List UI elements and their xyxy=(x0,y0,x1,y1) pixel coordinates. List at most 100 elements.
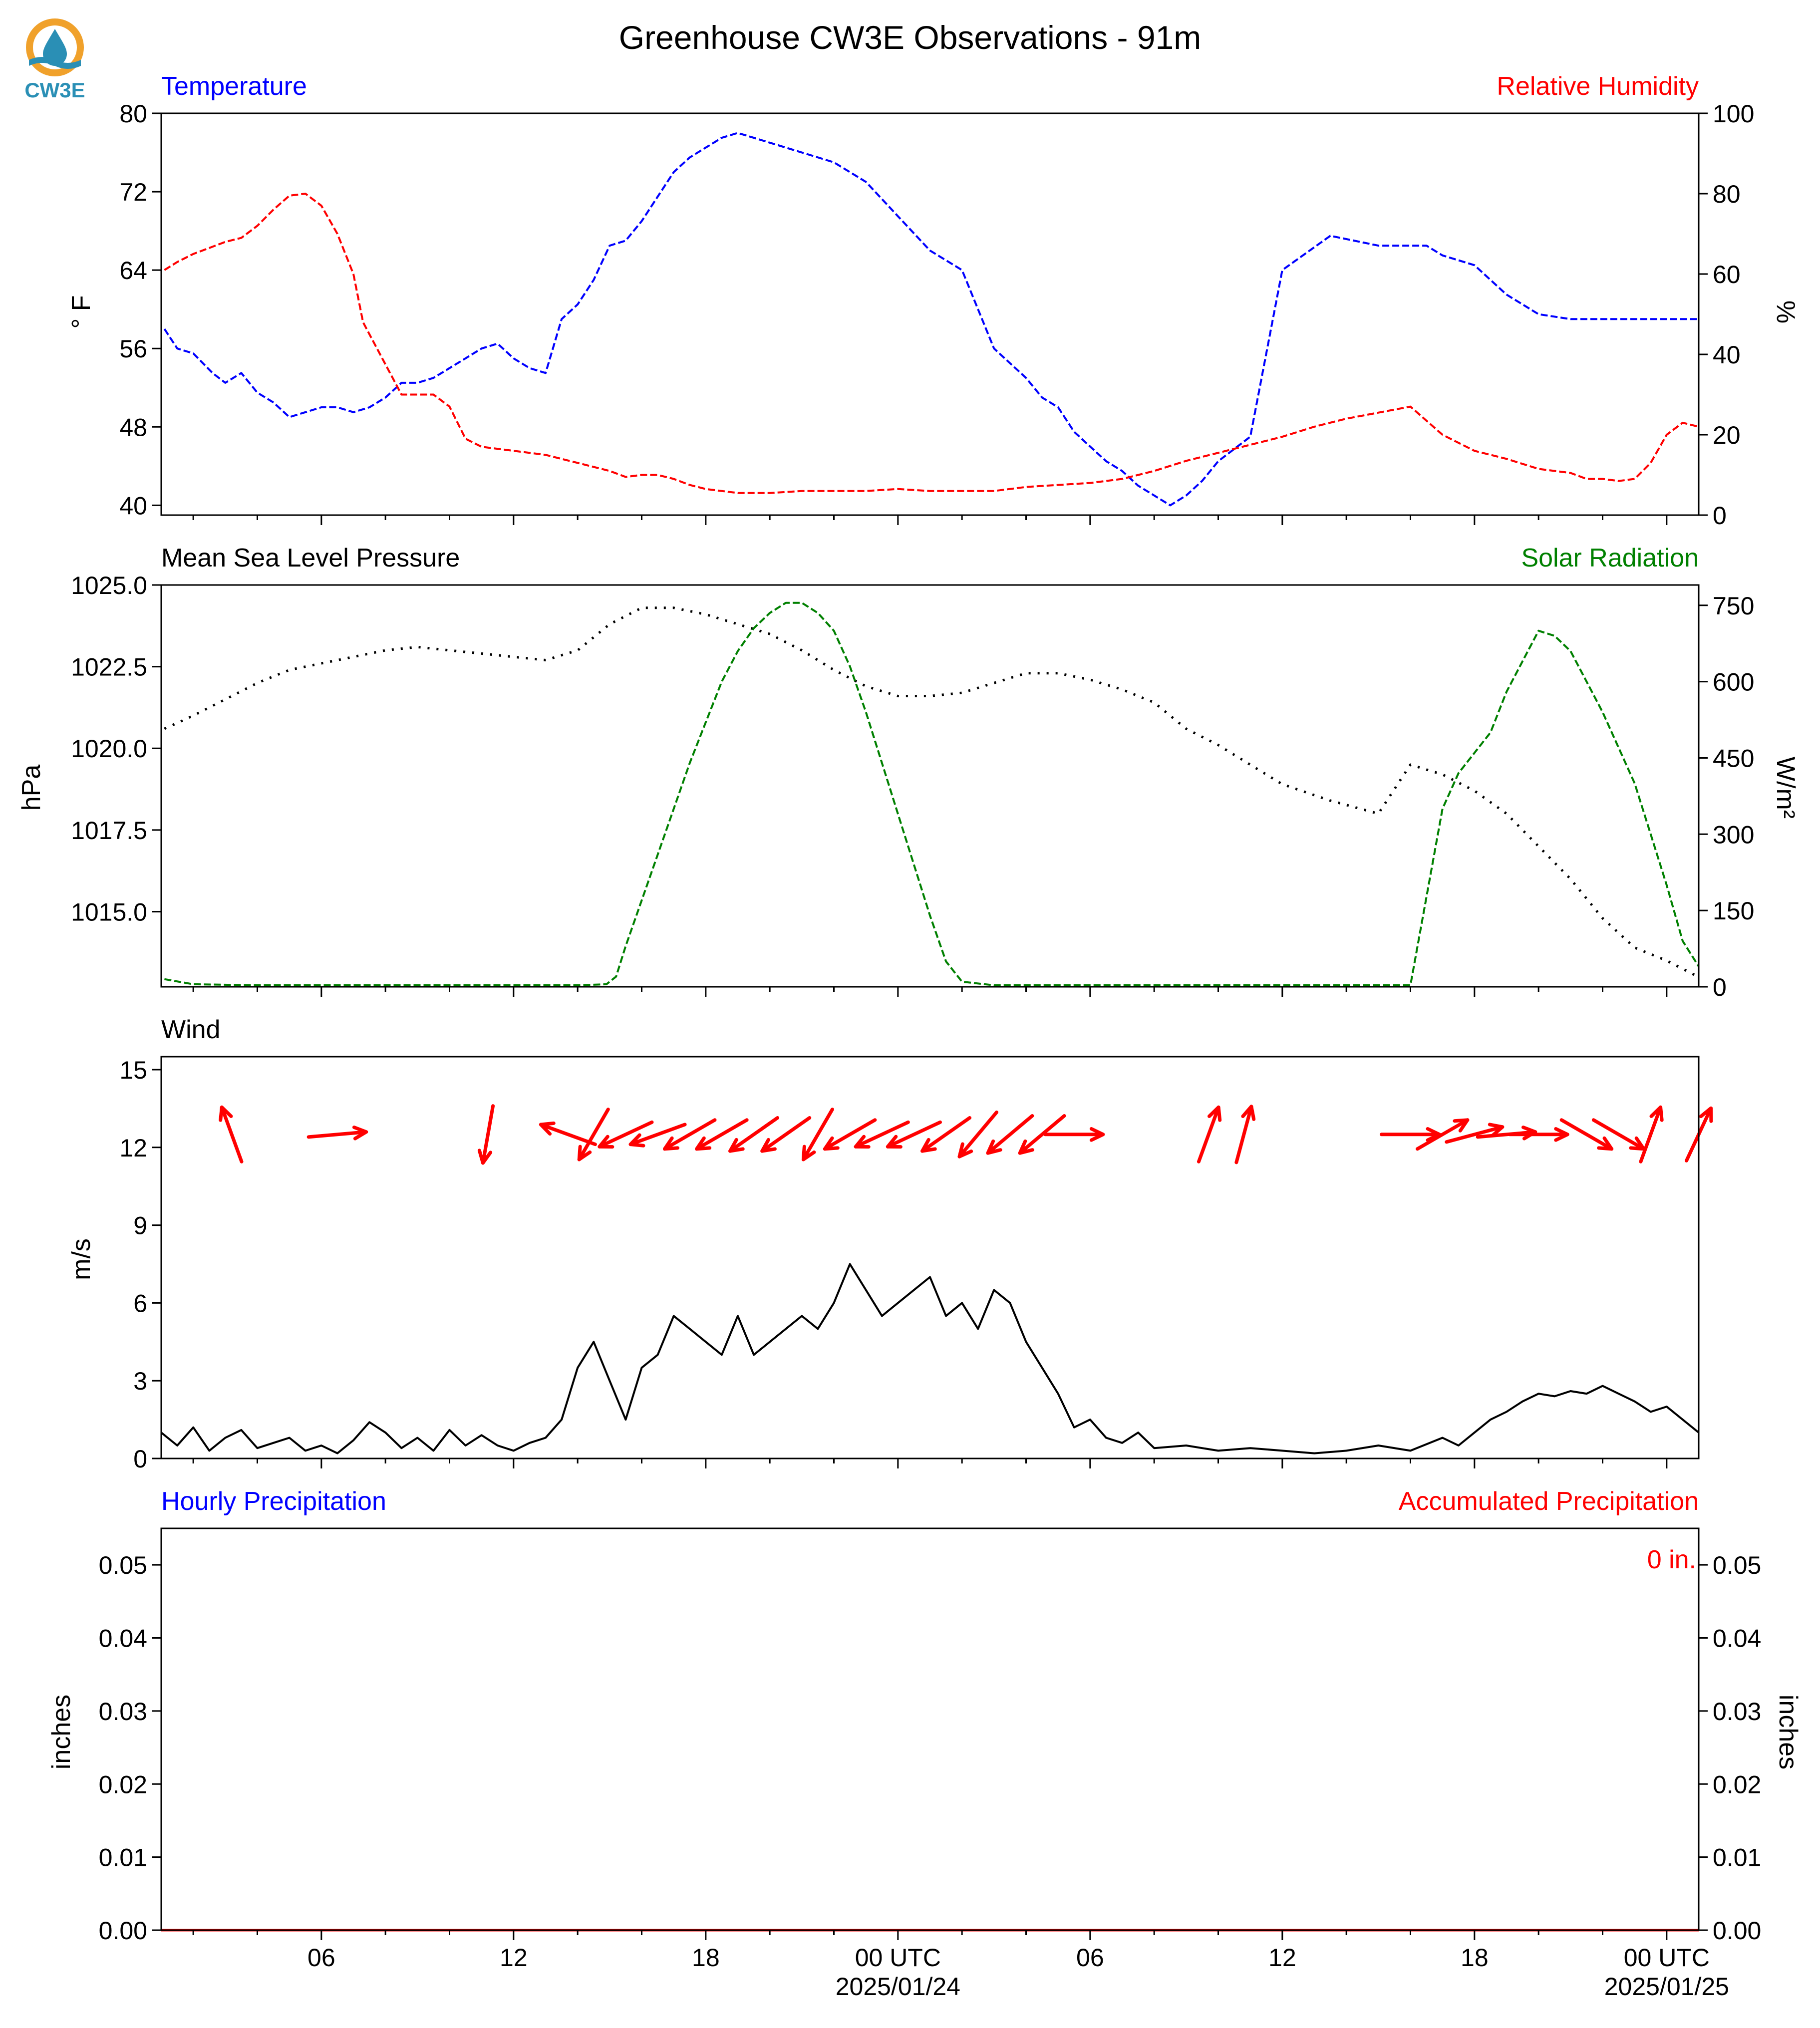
wind-arrow-head xyxy=(219,1105,233,1122)
wind-arrow-head xyxy=(823,1136,840,1151)
wind-arrow-shaft xyxy=(628,1123,687,1147)
x-ticks xyxy=(192,1458,1668,1468)
plot-area-border xyxy=(160,1056,1700,1459)
y-tick-label-left: 0.03 xyxy=(99,1698,147,1726)
wind-arrow-shaft xyxy=(1415,1118,1470,1151)
y-axis-label-left: ° F xyxy=(67,295,96,328)
y-tick-label-right: 0.03 xyxy=(1713,1698,1761,1726)
wind-arrow-head xyxy=(1089,1127,1105,1142)
x-tick-label: 06 xyxy=(1076,1944,1104,1972)
wind-arrow-shaft xyxy=(728,1116,780,1153)
wind-arrow-shaft xyxy=(1197,1105,1220,1163)
wind-arrow-shaft xyxy=(920,1116,972,1153)
y-tick-label-left: 56 xyxy=(119,335,147,363)
y-tick-label-left: 64 xyxy=(119,257,147,285)
wind-arrow-head xyxy=(1699,1106,1713,1123)
y-tick-label-left: 0.01 xyxy=(99,1844,147,1872)
panel-wind: Wind m/s 0 3 6 9 12 15 xyxy=(67,1015,1713,1473)
y-tick-label-left: 1015.0 xyxy=(71,898,147,926)
wind-arrow-head xyxy=(539,1121,556,1136)
x-ticks xyxy=(192,515,1668,525)
wind-arrow-shaft xyxy=(986,1114,1034,1155)
y-axis-label-left: inches xyxy=(47,1695,76,1769)
wind-arrow-shaft xyxy=(598,1120,654,1149)
wind-arrow-shaft xyxy=(481,1104,495,1165)
wind-arrow-head xyxy=(577,1145,592,1161)
y-tick-label-right: 20 xyxy=(1713,421,1741,449)
panel-pressure-solar: Mean Sea Level Pressure Solar Radiation … xyxy=(17,544,1800,1001)
y-tick-label-left: 48 xyxy=(119,413,147,441)
wind-arrow-shaft xyxy=(220,1105,244,1163)
wind-arrow-shaft xyxy=(1591,1118,1646,1151)
wind-arrow-head xyxy=(728,1138,745,1153)
wind-arrow-head xyxy=(1649,1105,1664,1122)
series-solar-radiation xyxy=(164,601,1700,986)
y-tick-label-left: 80 xyxy=(119,100,147,128)
y-tick-label-right: 450 xyxy=(1713,744,1754,772)
y-tick-label-left: 1017.5 xyxy=(71,817,147,845)
y-axis-label-right: % xyxy=(1771,300,1800,323)
wind-arrow-head xyxy=(986,1139,1002,1155)
panel-title-left: Mean Sea Level Pressure xyxy=(161,544,460,573)
wind-arrow-shaft xyxy=(1018,1114,1066,1155)
y-tick-label-left: 40 xyxy=(119,492,147,520)
y-tick-label-right: 150 xyxy=(1713,897,1754,925)
y-tick-label-right: 750 xyxy=(1713,592,1754,620)
y-tick-label-left: 9 xyxy=(133,1212,147,1240)
y-tick-label-right: 60 xyxy=(1713,261,1741,289)
wind-arrow-head xyxy=(1241,1105,1256,1121)
y-tick-label-left: 1020.0 xyxy=(71,735,147,763)
wind-arrow-head xyxy=(598,1135,614,1149)
wind-arrow-shaft xyxy=(577,1108,610,1161)
y-axis-label-left: m/s xyxy=(67,1238,96,1280)
y-axis-label-right: inches xyxy=(1774,1695,1803,1769)
y-ticks-right: 0 150 300 450 600 750 xyxy=(1699,592,1754,1001)
y-tick-label-left: 0.02 xyxy=(99,1770,147,1798)
wind-arrow-head xyxy=(352,1126,368,1141)
panel-title-right: Relative Humidity xyxy=(1497,72,1699,101)
y-tick-label-right: 40 xyxy=(1713,341,1741,369)
y-tick-label-right: 0.01 xyxy=(1713,1844,1761,1872)
y-tick-label-right: 0.02 xyxy=(1713,1770,1761,1798)
series-layer xyxy=(164,601,1700,986)
y-tick-label-left: 15 xyxy=(119,1056,147,1084)
wind-arrow-shaft xyxy=(539,1123,597,1147)
wind-arrow-shaft xyxy=(760,1116,812,1153)
y-ticks-left: 0.00 0.01 0.02 0.03 0.04 0.05 xyxy=(99,1551,161,1945)
y-tick-label-right: 80 xyxy=(1713,180,1741,208)
wind-arrow-shaft xyxy=(306,1130,368,1139)
panel-title-left: Temperature xyxy=(161,72,307,101)
y-tick-label-right: 0 xyxy=(1713,502,1727,530)
wind-arrow-head xyxy=(760,1138,777,1153)
wind-arrow-shaft xyxy=(663,1118,717,1151)
cw3e-logo: CW3E xyxy=(24,18,85,102)
y-tick-label-right: 0 xyxy=(1713,973,1727,1001)
y-tick-label-right: 300 xyxy=(1713,821,1754,849)
wind-arrow-shaft xyxy=(957,1110,999,1159)
y-tick-label-right: 0.05 xyxy=(1713,1551,1761,1579)
y-ticks-left: 1015.0 1017.5 1020.0 1022.5 1025.0 xyxy=(71,572,161,926)
y-tick-label-left: 0.05 xyxy=(99,1551,147,1579)
y-axis-label-left: hPa xyxy=(17,765,46,811)
wind-arrow-head xyxy=(628,1133,645,1148)
drop-icon xyxy=(43,29,67,66)
wind-arrow-shaft xyxy=(854,1120,910,1149)
wind-arrow-head xyxy=(1453,1118,1470,1133)
panel-title-right: Solar Radiation xyxy=(1521,544,1699,573)
plot-area-border xyxy=(160,584,1700,988)
series-layer xyxy=(160,1263,1700,1454)
x-tick-label: 06 xyxy=(307,1944,335,1972)
wind-arrow-head xyxy=(695,1136,712,1151)
wind-arrow-head xyxy=(1488,1123,1505,1138)
series-mean-sea-level-pressure xyxy=(164,606,1700,978)
wind-arrow-shaft xyxy=(1234,1105,1253,1164)
logo-wave xyxy=(29,57,81,69)
panel-title-left: Wind xyxy=(161,1015,220,1044)
x-tick-label: 12 xyxy=(500,1944,528,1972)
y-tick-label-left: 1025.0 xyxy=(71,572,147,599)
plot-area-border xyxy=(160,112,1700,516)
wind-arrow-head xyxy=(886,1135,903,1149)
panel-title-right: Accumulated Precipitation xyxy=(1399,1487,1699,1516)
barb-layer xyxy=(219,1104,1713,1165)
